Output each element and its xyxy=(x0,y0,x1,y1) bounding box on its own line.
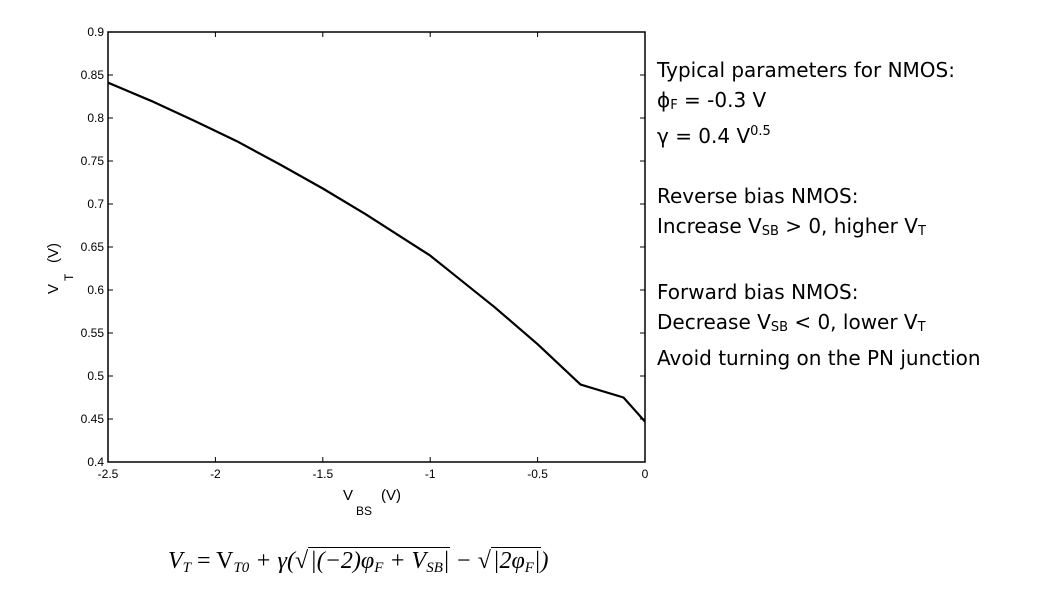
phi-line: ϕF = -0.3 V xyxy=(657,85,1043,121)
vt-vs-vbs-chart: -2.5 -2 -1.5 -1 -0.5 0 0.4 0.45 0.5 0.55 0.6 0.65 0.… xyxy=(45,25,649,518)
forward-title: Forward bias NMOS: xyxy=(657,280,859,304)
y-tick-label: 0.4 xyxy=(87,455,104,469)
ticks: -2.5 -2 -1.5 -1 -0.5 0 0.4 0.45 0.5 0.55 0.6 0.65 0.… xyxy=(81,25,649,481)
vt-formula: VT = VT0 + γ(√|(−2)φF + VSB| − √|2φF|) xyxy=(168,547,549,576)
y-tick-label: 0.65 xyxy=(81,240,105,254)
y-axis-label-unit: (V) xyxy=(45,243,62,263)
forward-line: Decrease VSB < 0, lower VT xyxy=(657,310,926,335)
y-axis-label: V xyxy=(45,284,62,294)
x-axis-label: V xyxy=(343,487,353,504)
nmos-notes: Typical parameters for NMOS: ϕF = -0.3 V… xyxy=(657,55,1043,373)
x-axis-label-sub: BS xyxy=(356,504,372,518)
nmos-title: Typical parameters for NMOS: xyxy=(657,58,955,82)
series-line-0 xyxy=(107,81,646,423)
x-tick-label: -2 xyxy=(210,467,221,481)
y-tick-label: 0.7 xyxy=(87,197,104,211)
y-tick-label: 0.45 xyxy=(81,412,105,426)
phi-value: = -0.3 V xyxy=(677,88,767,112)
x-tick-label: -1 xyxy=(425,467,436,481)
gamma-sup: 0.5 xyxy=(750,124,771,139)
x-tick-label: -0.5 xyxy=(527,467,548,481)
x-axis-label-unit: (V) xyxy=(381,487,401,504)
phi-sub: F xyxy=(670,98,678,113)
y-axis-label-sub: T xyxy=(62,273,76,281)
y-tick-label: 0.9 xyxy=(87,25,104,39)
x-tick-label: -1.5 xyxy=(312,467,333,481)
y-tick-label: 0.85 xyxy=(81,68,105,82)
reverse-title: Reverse bias NMOS: xyxy=(657,184,859,208)
sqrt-term-1: |(−2)φF + VSB| xyxy=(308,547,450,576)
gamma-line: γ = 0.4 V0.5 xyxy=(657,121,1043,151)
y-tick-label: 0.5 xyxy=(87,369,104,383)
sqrt-term-2: |2φF| xyxy=(490,547,541,576)
gamma-text: γ = 0.4 V xyxy=(657,124,751,148)
reverse-line: Increase VSB > 0, higher VT xyxy=(657,214,926,239)
y-tick-label: 0.6 xyxy=(87,283,104,297)
axes xyxy=(107,31,646,463)
x-tick-label: -2.5 xyxy=(98,467,119,481)
x-tick-label: 0 xyxy=(642,467,649,481)
phi-symbol: ϕ xyxy=(657,88,671,112)
y-tick-label: 0.75 xyxy=(81,154,105,168)
y-tick-label: 0.8 xyxy=(87,111,104,125)
y-tick-label: 0.55 xyxy=(81,326,105,340)
forward-note: Avoid turning on the PN junction xyxy=(657,346,981,370)
series-layer xyxy=(107,81,646,423)
plot-frame xyxy=(107,31,646,463)
